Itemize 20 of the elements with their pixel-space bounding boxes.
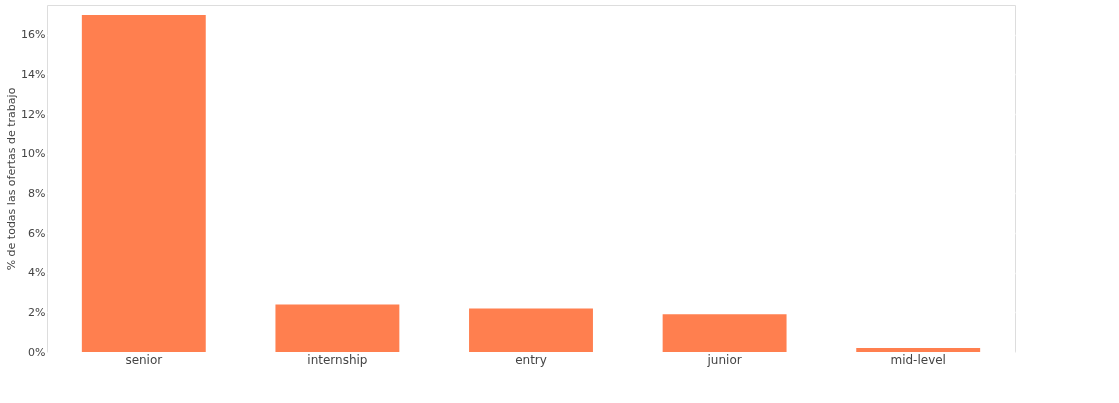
- x-tick-label: mid-level: [890, 352, 946, 367]
- y-axis-title: % de todas las ofertas de trabajo: [5, 87, 19, 271]
- y-tick-label: 12%: [21, 107, 46, 121]
- bar: [81, 14, 206, 352]
- bar: [469, 308, 593, 352]
- bar: [275, 304, 400, 352]
- y-tick-label: 4%: [28, 266, 46, 280]
- y-tick-label: 2%: [28, 305, 46, 319]
- y-tick-label: 6%: [28, 226, 46, 240]
- y-tick-label: 10%: [21, 147, 46, 161]
- y-tick-label: 16%: [21, 28, 46, 42]
- bar: [856, 348, 981, 352]
- x-tick-label: senior: [125, 352, 163, 367]
- x-tick-label: junior: [706, 352, 742, 367]
- y-tick-label: 8%: [28, 186, 46, 200]
- x-tick-label: internship: [307, 352, 368, 367]
- y-tick-label: 0%: [28, 345, 46, 359]
- y-tick-label: 14%: [21, 67, 46, 81]
- bar: [662, 314, 787, 352]
- x-tick-label: entry: [515, 352, 547, 367]
